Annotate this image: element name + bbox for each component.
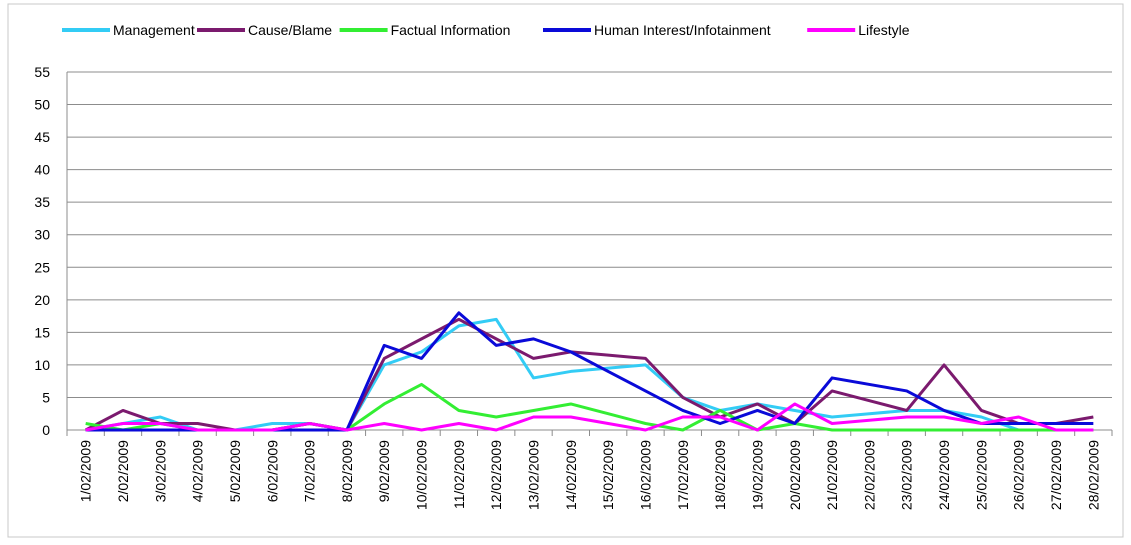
x-tick-label: 21/02/2009 <box>824 440 840 510</box>
x-tick-label: 8/02/2009 <box>339 440 355 502</box>
series-line <box>85 317 1094 432</box>
x-tick-label: 27/02/2009 <box>1048 440 1064 510</box>
x-tick-label: 13/02/2009 <box>526 440 542 510</box>
chart-frame <box>7 3 1124 538</box>
y-tick-label: 0 <box>42 422 50 438</box>
x-tick-label: 26/02/2009 <box>1011 440 1027 510</box>
x-tick-label: 5/02/2009 <box>227 440 243 502</box>
y-tick-label: 40 <box>34 162 50 178</box>
y-tick-label: 20 <box>34 292 50 308</box>
x-tick-label: 14/02/2009 <box>563 440 579 510</box>
legend-label: Management <box>113 22 195 38</box>
x-tick-label: 9/02/2009 <box>376 440 392 502</box>
x-tick-label: 7/02/2009 <box>302 440 318 502</box>
x-tick-label: 25/02/2009 <box>973 440 989 510</box>
y-tick-label: 10 <box>34 357 50 373</box>
x-tick-label: 11/02/2009 <box>451 440 467 509</box>
x-tick-label: 3/02/2009 <box>152 440 168 502</box>
x-tick-label: 15/02/2009 <box>600 440 616 510</box>
x-tick-label: 22/02/2009 <box>861 440 877 510</box>
legend-label: Factual Information <box>391 22 511 38</box>
y-tick-label: 30 <box>34 227 50 243</box>
x-tick-label: 6/02/2009 <box>264 440 280 502</box>
y-tick-label: 25 <box>34 259 50 275</box>
x-tick-label: 2/02/2009 <box>115 440 131 502</box>
y-tick-label: 15 <box>34 324 50 340</box>
y-tick-label: 55 <box>34 64 50 80</box>
x-tick-label: 17/02/2009 <box>675 440 691 510</box>
x-tick-label: 12/02/2009 <box>488 440 504 510</box>
x-tick-label: 10/02/2009 <box>414 440 430 510</box>
legend-label: Lifestyle <box>858 22 910 38</box>
x-tick-label: 24/02/2009 <box>936 440 952 510</box>
x-tick-label: 1/02/2009 <box>78 440 94 502</box>
x-tick-label: 4/02/2009 <box>190 440 206 502</box>
x-tick-label: 28/02/2009 <box>1085 440 1101 510</box>
x-tick-label: 18/02/2009 <box>712 440 728 510</box>
legend-label: Cause/Blame <box>248 22 332 38</box>
x-tick-label: 20/02/2009 <box>787 440 803 510</box>
y-tick-label: 50 <box>34 97 50 113</box>
legend-label: Human Interest/Infotainment <box>594 22 771 38</box>
x-tick-label: 23/02/2009 <box>899 440 915 510</box>
x-tick-label: 16/02/2009 <box>637 440 653 510</box>
y-tick-label: 35 <box>34 194 50 210</box>
x-tick-label: 19/02/2009 <box>749 440 765 510</box>
y-tick-label: 45 <box>34 129 50 145</box>
y-tick-label: 5 <box>42 389 50 405</box>
series-line <box>85 402 1094 432</box>
